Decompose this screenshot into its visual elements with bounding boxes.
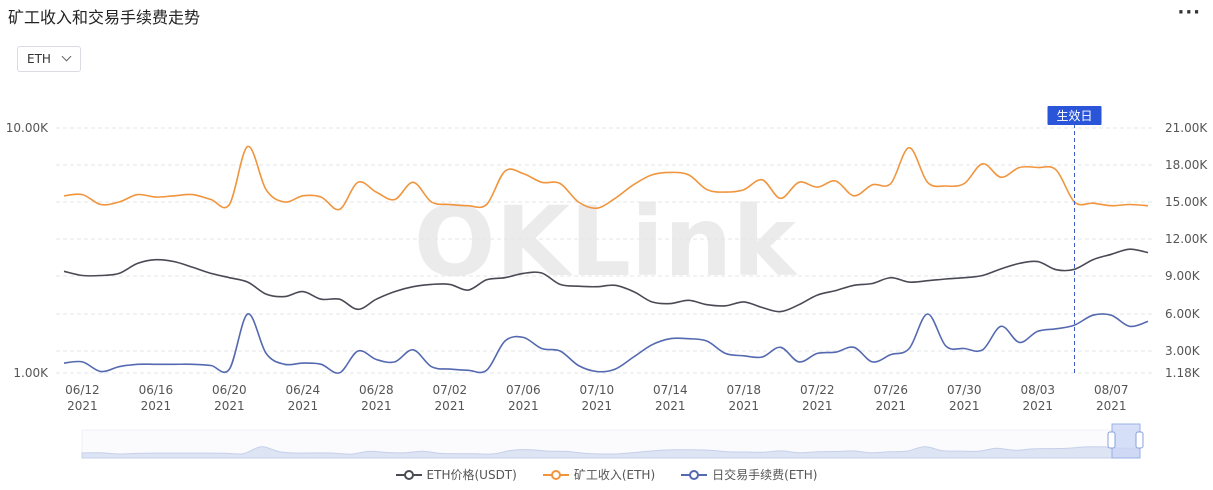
slider-handle-right xyxy=(1135,431,1144,449)
eth-price-line xyxy=(63,248,1149,313)
x-axis-tick-year: 2021 xyxy=(508,399,539,413)
x-axis-tick-label: 07/02 xyxy=(433,383,468,397)
x-axis-tick-year: 2021 xyxy=(361,399,392,413)
x-axis-tick-year: 2021 xyxy=(729,399,760,413)
x-axis-tick-label: 08/03 xyxy=(1020,383,1055,397)
slider-overview xyxy=(81,446,1141,459)
legend: ETH价格(USDT) 矿工收入(ETH) 日交易手续费(ETH) xyxy=(0,466,1213,483)
right-axis-tick-label: 6.00K xyxy=(1165,307,1201,321)
effective-date-marker: 生效日 xyxy=(1047,106,1102,373)
tx-fee-line xyxy=(63,313,1149,374)
series-lines xyxy=(63,145,1149,374)
slider-handle-left xyxy=(1107,431,1116,449)
page-title: 矿工收入和交易手续费走势 xyxy=(8,8,201,27)
legend-label: ETH价格(USDT) xyxy=(426,468,517,482)
watermark: OKLink xyxy=(414,186,798,298)
axes: 21.00K 18.00K 15.00K 12.00K 9.00K 6.00K 3.00K 1… xyxy=(6,121,1209,413)
x-axis-tick-year: 2021 xyxy=(1096,399,1127,413)
miner-revenue-line xyxy=(63,145,1149,211)
x-axis-tick-year: 2021 xyxy=(1022,399,1053,413)
currency-select-value: ETH xyxy=(27,52,51,66)
x-axis-tick-label: 06/24 xyxy=(286,383,321,397)
x-axis-tick-year: 2021 xyxy=(435,399,466,413)
x-axis-tick-label: 07/22 xyxy=(800,383,835,397)
x-axis-tick-label: 06/16 xyxy=(139,383,174,397)
chart: OKLink 21.00K 18.00K 15.00K 12.00K 9.00K 6.00… xyxy=(6,106,1209,459)
range-slider[interactable] xyxy=(81,423,1144,459)
right-axis-tick-label: 1.18K xyxy=(1165,366,1201,380)
legend-label: 日交易手续费(ETH) xyxy=(712,468,818,482)
legend-item-tx-fees[interactable]: 日交易手续费(ETH) xyxy=(681,466,817,483)
x-axis-tick-label: 07/06 xyxy=(506,383,541,397)
x-axis-tick-label: 06/20 xyxy=(212,383,247,397)
left-axis-tick-label: 10.00K xyxy=(6,121,49,135)
x-axis-tick-year: 2021 xyxy=(141,399,172,413)
x-axis-tick-label: 07/10 xyxy=(580,383,615,397)
legend-item-miner-revenue[interactable]: 矿工收入(ETH) xyxy=(542,466,656,483)
x-axis-tick-year: 2021 xyxy=(582,399,613,413)
currency-select[interactable]: ETH xyxy=(17,46,81,72)
right-axis-tick-label: 9.00K xyxy=(1165,269,1201,283)
right-axis-tick-label: 12.00K xyxy=(1165,232,1208,246)
x-axis-tick-label: 07/30 xyxy=(947,383,982,397)
x-axis-tick-label: 07/18 xyxy=(726,383,761,397)
x-axis-tick-label: 06/28 xyxy=(359,383,394,397)
x-axis-tick-label: 07/26 xyxy=(873,383,908,397)
ellipsis-icon[interactable]: ··· xyxy=(1177,2,1201,23)
right-axis-tick-label: 21.00K xyxy=(1165,121,1208,135)
legend-label: 矿工收入(ETH) xyxy=(573,468,656,482)
x-axis-tick-year: 2021 xyxy=(288,399,319,413)
effective-date-label: 生效日 xyxy=(1057,108,1093,123)
x-axis-tick-label: 06/12 xyxy=(65,383,100,397)
x-axis-tick-year: 2021 xyxy=(802,399,833,413)
right-axis-tick-label: 3.00K xyxy=(1165,344,1201,358)
right-axis-tick-label: 15.00K xyxy=(1165,195,1208,209)
x-axis-tick-year: 2021 xyxy=(655,399,686,413)
grid xyxy=(56,127,1152,374)
legend-item-eth-price[interactable]: ETH价格(USDT) xyxy=(395,466,517,483)
x-axis-tick-year: 2021 xyxy=(214,399,245,413)
x-axis-tick-year: 2021 xyxy=(67,399,98,413)
x-axis-tick-label: 08/07 xyxy=(1094,383,1129,397)
x-axis-tick-year: 2021 xyxy=(876,399,907,413)
slider-window xyxy=(1111,423,1141,459)
right-axis-tick-label: 18.00K xyxy=(1165,158,1208,172)
x-axis-tick-year: 2021 xyxy=(949,399,980,413)
x-axis-tick-label: 07/14 xyxy=(653,383,688,397)
left-axis-tick-label: 1.00K xyxy=(13,366,49,380)
effective-date-badge xyxy=(1047,106,1102,125)
